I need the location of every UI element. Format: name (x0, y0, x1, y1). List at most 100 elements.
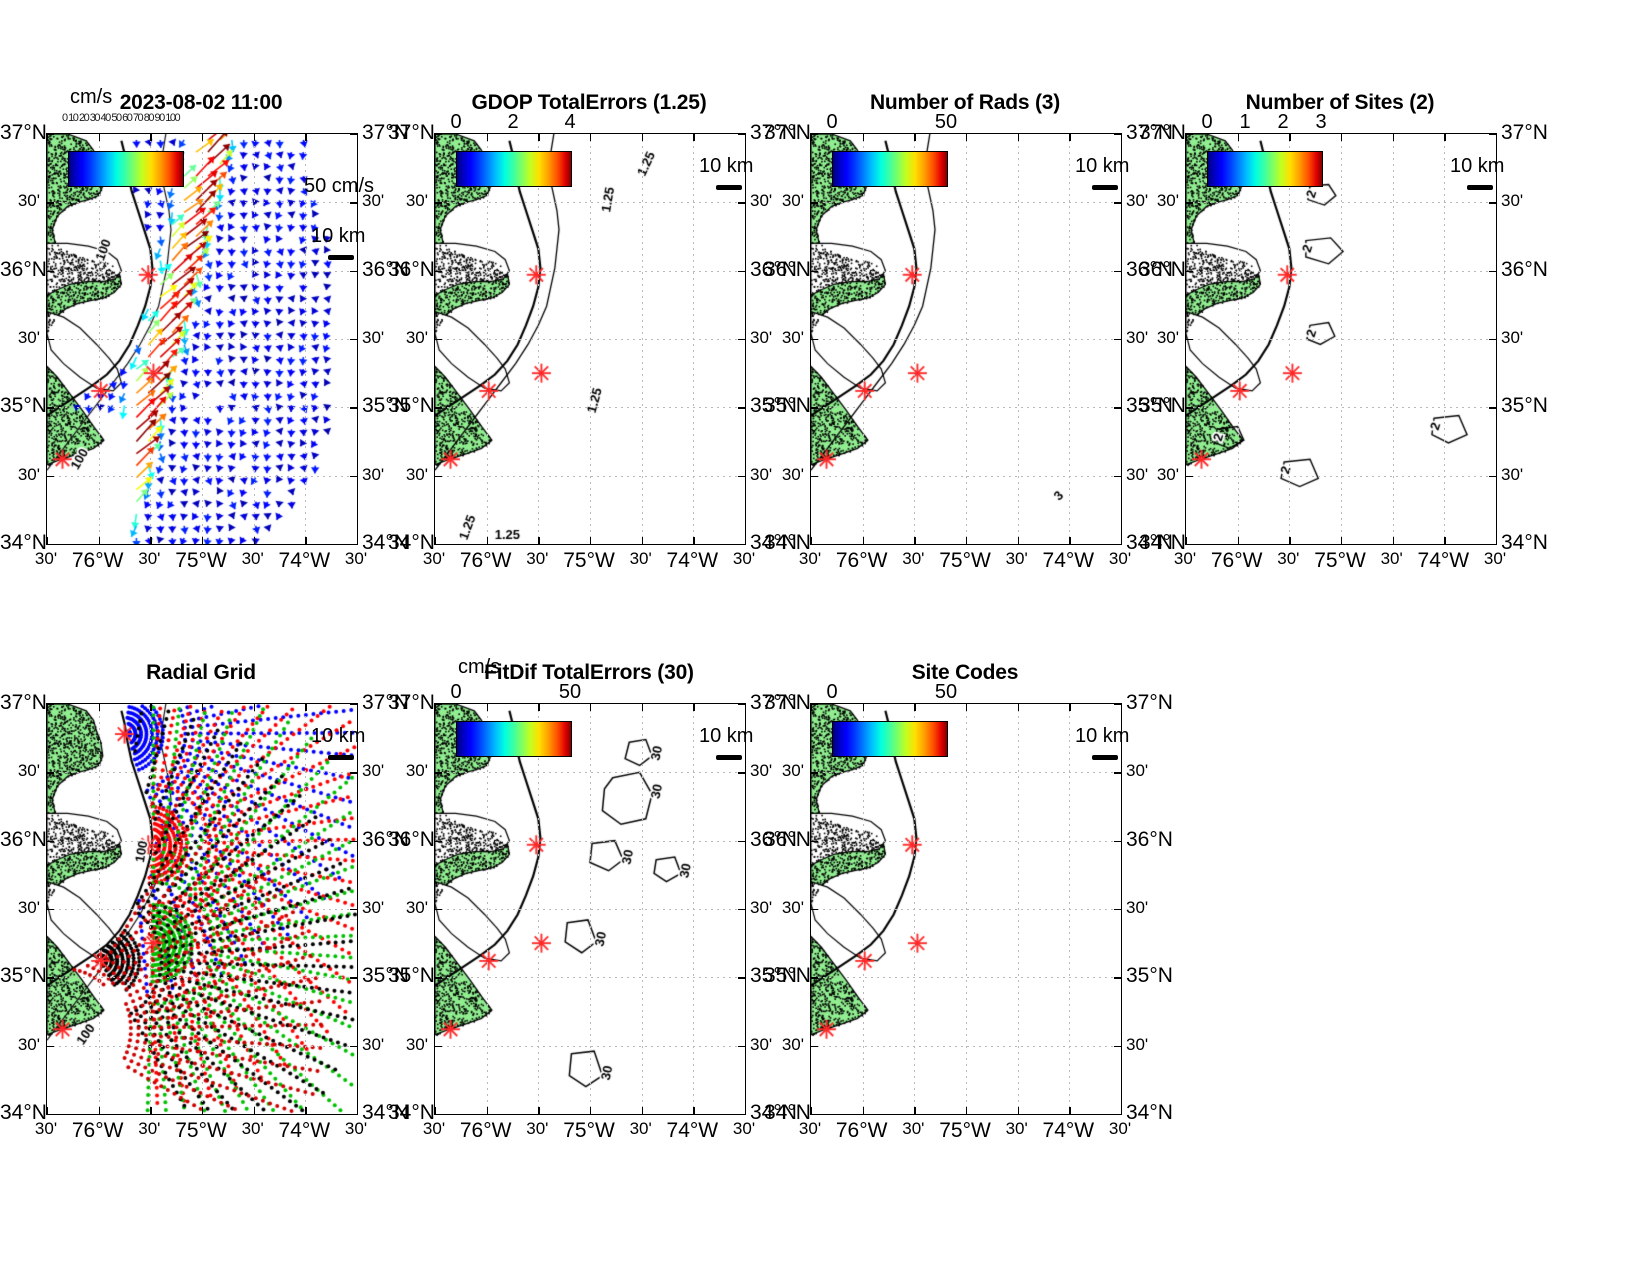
tick-lon (253, 1107, 256, 1114)
tick-lon (1289, 134, 1291, 141)
colorbar-site-codes[interactable] (832, 721, 948, 757)
lon-tick-label: 30' (422, 549, 446, 568)
lat-tick-label: 30' (781, 1034, 804, 1054)
lon-tick-label: 30' (34, 1119, 58, 1138)
gridline-lon (1444, 134, 1446, 544)
lat-tick-label: 30' (1156, 191, 1179, 211)
lat-tick-label: 35°N (1126, 964, 1173, 988)
gridline-lon (641, 704, 643, 1114)
tick-lon (47, 704, 49, 711)
gridline-lat (47, 475, 357, 477)
tick-lat (738, 840, 745, 843)
tick-lat (47, 134, 54, 136)
lon-tick-label: 75°W (563, 549, 615, 572)
lat-tick-label: 35°N (0, 964, 47, 988)
lat-tick-label: 35°N (1139, 394, 1186, 418)
tick-lat (738, 909, 745, 911)
tick-lat (47, 840, 54, 843)
colorbar-gdop-totalerrors[interactable] (456, 151, 572, 187)
tick-lat (738, 202, 745, 204)
lon-tick-label: 74°W (666, 1119, 719, 1142)
tick-lat (47, 202, 54, 204)
tick-lat (435, 339, 442, 341)
distance-scale-bar (1092, 755, 1118, 760)
lat-tick-label: 35°N (764, 394, 811, 418)
map-axes-fitdif-totalerrors[interactable] (434, 703, 746, 1115)
tick-lon (811, 134, 813, 141)
lat-tick-label: 36°N (388, 827, 435, 851)
tick-lon (305, 1107, 307, 1114)
distance-scale-bar (716, 755, 742, 760)
map-axes-number-of-sites[interactable] (1185, 133, 1497, 545)
lat-tick-label: 37°N (362, 691, 409, 714)
tick-lat (47, 270, 54, 273)
distance-scale-bar (328, 255, 354, 260)
colorbar-totals-vectors[interactable] (68, 151, 184, 187)
tick-lat (811, 407, 818, 409)
tick-lon (1017, 537, 1020, 544)
tick-lon (1121, 134, 1122, 141)
tick-lat (435, 909, 442, 911)
tick-lon (98, 1107, 101, 1114)
tick-lon (966, 704, 968, 711)
lon-tick-label: 74°W (1417, 549, 1470, 572)
lat-tick-label: 30' (405, 464, 428, 484)
map-axes-radial-grid[interactable] (46, 703, 358, 1115)
gridline-lon (1069, 134, 1071, 544)
tick-lat (47, 1045, 54, 1048)
tick-lat (435, 544, 442, 545)
gridline-lon (1069, 704, 1071, 1114)
lat-tick-label: 30' (405, 191, 428, 211)
tick-lat (811, 339, 818, 341)
tick-lat (1114, 1045, 1121, 1048)
map-axes-totals-vectors[interactable] (46, 133, 358, 545)
tick-lon (1444, 537, 1446, 544)
tick-lat (350, 1045, 357, 1048)
lat-tick-label: 30' (405, 1034, 428, 1054)
lon-tick-label: 30' (344, 1119, 368, 1138)
lat-tick-label: 30' (362, 1034, 385, 1054)
panel-title-radial-grid: Radial Grid (146, 661, 256, 684)
lon-tick-label: 76°W (835, 1119, 888, 1142)
lon-tick-label: 30' (526, 549, 549, 568)
gridline-lon (693, 134, 695, 544)
distance-scale-label: 10 km (1075, 155, 1130, 177)
colorbar-number-of-rads[interactable] (832, 151, 948, 187)
lat-tick-label: 30' (1126, 191, 1149, 211)
lat-tick-label: 35°N (388, 394, 435, 418)
tick-lon (590, 704, 592, 711)
tick-lon (435, 704, 437, 711)
tick-lat (738, 134, 745, 136)
tick-lon (1289, 537, 1291, 544)
lon-tick-label: 30' (1173, 549, 1197, 568)
tick-lon (357, 1107, 358, 1114)
lat-tick-label: 37°N (0, 121, 47, 144)
gridline-lat (435, 1045, 745, 1047)
map-axes-gdop-totalerrors[interactable] (434, 133, 746, 545)
tick-lon (305, 134, 307, 141)
tick-lat (350, 407, 357, 409)
tick-lon (1341, 134, 1343, 141)
lat-tick-label: 37°N (388, 691, 435, 714)
map-axes-number-of-rads[interactable] (810, 133, 1122, 545)
tick-lon (1017, 1107, 1020, 1114)
lat-tick-label: 36°N (0, 827, 47, 851)
colorbar-tick-label: 0 (450, 111, 462, 133)
lat-tick-label: 30' (17, 328, 40, 347)
lat-tick-label: 30' (781, 328, 804, 347)
tick-lat (350, 202, 357, 204)
colorbar-fitdif-totalerrors[interactable] (456, 721, 572, 757)
tick-lon (1069, 704, 1071, 711)
lat-tick-label: 30' (1501, 464, 1524, 484)
lat-tick-label: 35°N (0, 394, 47, 418)
lat-tick-label: 35°N (362, 394, 409, 418)
colorbar-number-of-sites[interactable] (1207, 151, 1323, 187)
lat-tick-label: 34°N (1126, 1101, 1173, 1124)
tick-lon (357, 134, 358, 141)
gridline-lat (811, 475, 1121, 477)
tick-lat (738, 339, 745, 341)
tick-lon (914, 1107, 916, 1114)
tick-lat (811, 704, 818, 706)
map-axes-site-codes[interactable] (810, 703, 1122, 1115)
tick-lon (1237, 537, 1240, 544)
